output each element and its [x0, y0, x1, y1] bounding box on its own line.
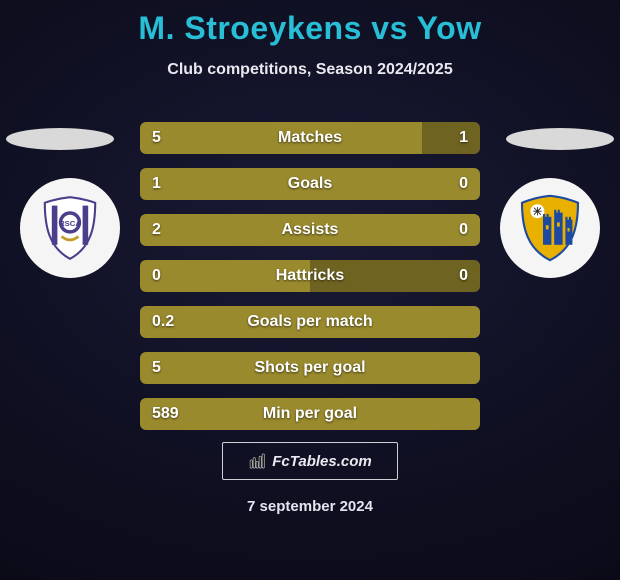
stat-value-right: 0 [459, 175, 468, 193]
stat-value-right: 0 [459, 267, 468, 285]
stat-row: 5Shots per goal [140, 352, 480, 384]
player-shadow-right [506, 128, 614, 150]
club-logo-right [500, 178, 600, 278]
stat-row: 2Assists0 [140, 214, 480, 246]
stat-label: Min per goal [140, 405, 480, 423]
stat-row: 0.2Goals per match [140, 306, 480, 338]
brand-label: FcTables.com [272, 453, 371, 470]
player-shadow-left [6, 128, 114, 150]
stat-row: 0Hattricks0 [140, 260, 480, 292]
club-logo-left: RSCA [20, 178, 120, 278]
stats-container: 5Matches11Goals02Assists00Hattricks00.2G… [140, 122, 480, 444]
svg-text:RSCA: RSCA [59, 219, 81, 228]
brand-box[interactable]: FcTables.com [222, 442, 398, 480]
stat-label: Shots per goal [140, 359, 480, 377]
crest-right-icon [515, 193, 585, 263]
stat-label: Assists [140, 221, 480, 239]
stat-row: 5Matches1 [140, 122, 480, 154]
stat-value-right: 1 [459, 129, 468, 147]
subtitle: Club competitions, Season 2024/2025 [0, 61, 620, 79]
stat-row: 1Goals0 [140, 168, 480, 200]
stat-label: Goals [140, 175, 480, 193]
stat-label: Hattricks [140, 267, 480, 285]
date: 7 september 2024 [0, 498, 620, 515]
stat-label: Matches [140, 129, 480, 147]
stat-row: 589Min per goal [140, 398, 480, 430]
chart-up-icon [248, 452, 268, 470]
crest-left-icon: RSCA [35, 193, 105, 263]
stat-value-right: 0 [459, 221, 468, 239]
page-title: M. Stroeykens vs Yow [0, 0, 620, 47]
stat-label: Goals per match [140, 313, 480, 331]
